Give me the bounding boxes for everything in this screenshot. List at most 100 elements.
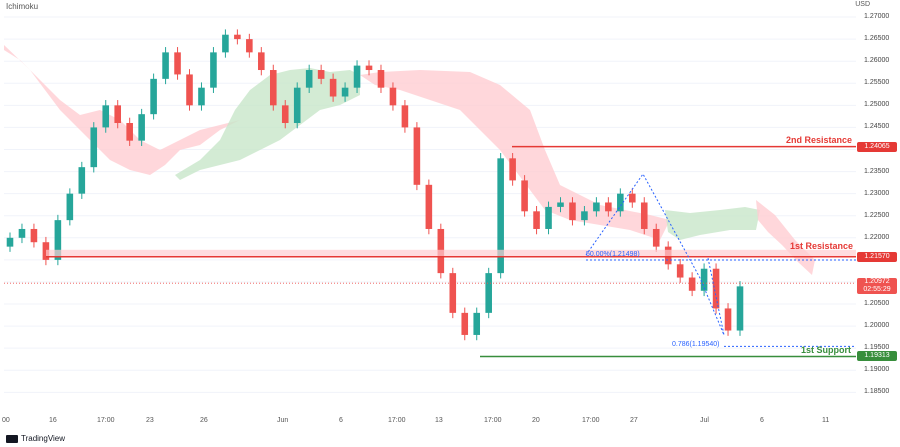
candle-body — [401, 105, 409, 128]
candle-body — [341, 87, 349, 97]
candle-body — [269, 70, 277, 106]
resistance1-label: 1st Resistance — [790, 240, 854, 251]
candle-body — [281, 105, 289, 124]
candle-body — [545, 206, 552, 229]
ichimoku-cloud — [175, 68, 360, 180]
candle-body — [198, 87, 205, 106]
time-tick-label: Jun — [277, 417, 289, 424]
candle-body — [78, 167, 86, 194]
current-price: 1.20972 — [864, 278, 890, 286]
time-tick-label: 6 — [339, 417, 343, 424]
candle-body — [42, 242, 50, 260]
candle-body — [521, 180, 528, 212]
time-tick-label: 26 — [200, 417, 208, 424]
candle-body — [736, 286, 744, 331]
price-tick-label: 1.23000 — [864, 189, 890, 197]
candle-body — [329, 78, 337, 97]
candle-body — [700, 268, 708, 291]
time-tick-label: 00 — [2, 417, 10, 424]
time-tick-label: 27 — [630, 417, 638, 424]
candle-body — [6, 237, 14, 247]
candle-body — [617, 193, 624, 212]
candle-body — [509, 158, 516, 181]
candle-body — [293, 87, 301, 124]
candle-body — [569, 202, 576, 221]
time-tick-label: 23 — [146, 417, 154, 424]
candle-body — [210, 52, 217, 88]
ichimoku-cloud — [665, 207, 760, 240]
candle-body — [652, 228, 660, 247]
price-tick-label: 1.20000 — [864, 322, 890, 330]
currency-label: USD — [855, 1, 870, 8]
candle-body — [150, 78, 157, 115]
price-tick-label: 1.25000 — [864, 101, 890, 109]
price-tick-label: 1.26500 — [864, 35, 890, 43]
candle-body — [473, 312, 481, 335]
resistance2-price-tag: 1.24065 — [857, 141, 897, 152]
resistance1-zone — [46, 249, 856, 257]
ichimoku-cloud — [4, 45, 240, 175]
ichimoku-cloud — [360, 70, 670, 240]
price-tick-label: 1.25500 — [864, 79, 890, 87]
fib-upper-label: 50.00%(1.21498) — [586, 250, 640, 258]
indicator-name[interactable]: Ichimoku — [6, 2, 39, 11]
candle-body — [377, 70, 385, 88]
candle-body — [389, 87, 397, 106]
candle-body — [557, 202, 564, 207]
candle-body — [102, 105, 110, 128]
price-tick-label: 1.18500 — [864, 388, 890, 396]
candle-body — [353, 65, 361, 88]
tradingview-logo[interactable]: TradingView — [6, 434, 65, 443]
candle-body — [629, 193, 636, 203]
harmonic-pattern — [585, 173, 725, 336]
time-tick-label: 17:00 — [97, 417, 115, 424]
candle-body — [688, 277, 696, 291]
price-tick-label: 1.23500 — [864, 167, 890, 175]
bar-countdown: 02:55:29 — [863, 286, 891, 294]
price-tick-label: 1.19000 — [864, 366, 890, 374]
current-price-tag: 1.20972 02:55:29 — [857, 278, 897, 295]
candle-body — [317, 70, 325, 79]
resistance1-price-tag: 1.21570 — [857, 251, 897, 262]
candle-body — [174, 52, 181, 75]
candle-body — [66, 193, 74, 221]
candle-body — [605, 202, 612, 212]
candle-body — [30, 228, 38, 243]
tradingview-icon — [6, 434, 18, 443]
candle-body — [365, 65, 373, 71]
candle-body — [581, 211, 588, 221]
time-tick-label: 16 — [49, 417, 57, 424]
candle-body — [18, 228, 26, 238]
time-tick-label: 20 — [532, 417, 540, 424]
price-tick-label: 1.22000 — [864, 233, 890, 241]
candle-body — [461, 312, 469, 335]
price-tick-label: 1.27000 — [864, 13, 890, 21]
candle-body — [485, 273, 492, 313]
candle-body — [305, 70, 313, 88]
candle-body — [497, 158, 504, 274]
time-tick-label: Jul — [700, 417, 709, 424]
support1-price-tag: 1.19313 — [857, 351, 897, 362]
brand-name: TradingView — [21, 434, 66, 443]
candle-body — [222, 34, 229, 53]
price-tick-label: 1.22500 — [864, 211, 890, 219]
fib-lower-label: 0.786(1.19540) — [672, 341, 720, 349]
price-tick-label: 1.26000 — [864, 57, 890, 65]
time-tick-label: 11 — [822, 417, 830, 424]
candle-body — [425, 184, 433, 229]
candle-body — [126, 123, 133, 141]
candle-body — [413, 127, 421, 185]
time-tick-label: 17:00 — [484, 417, 502, 424]
time-tick-label: 6 — [760, 417, 764, 424]
candle-body — [114, 105, 121, 124]
time-tick-label: 13 — [435, 417, 443, 424]
price-tick-label: 1.20500 — [864, 300, 890, 308]
candle-body — [186, 74, 193, 106]
candle-body — [90, 127, 98, 168]
candle-body — [449, 273, 457, 313]
candle-body — [234, 34, 241, 40]
candle-body — [54, 220, 62, 260]
candle-body — [138, 114, 145, 141]
